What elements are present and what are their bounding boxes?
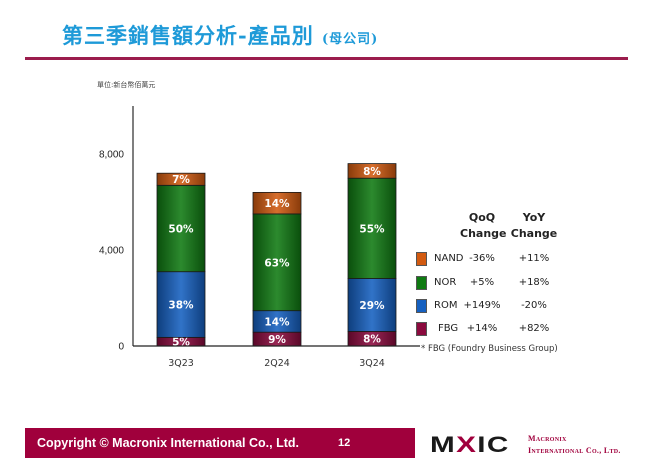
company-line-2: International Co., Ltd. — [528, 446, 621, 455]
nor-swatch — [416, 276, 427, 290]
bar-segment-nand-3q24 — [347, 163, 397, 179]
bars: 5% 38% 50% 7% 9% 14% 63% 14% 8% 29% 55% 8% — [156, 163, 397, 349]
rom-swatch — [416, 299, 427, 313]
segment-label: 29% — [359, 300, 385, 312]
fbg-swatch — [416, 322, 427, 336]
footer-bar: Copyright © Macronix International Co., … — [25, 428, 415, 458]
yoy-value: -20% — [521, 300, 547, 311]
mxic-logo: MXIC — [430, 432, 510, 458]
qoq-header: QoQ Change — [460, 210, 507, 242]
yoy-value: +82% — [518, 323, 550, 334]
qoq-value: -36% — [469, 253, 495, 264]
qoq-value: +149% — [463, 300, 501, 311]
unit-label: 單位:新台幣佰萬元 — [97, 81, 156, 89]
segment-label: 38% — [168, 300, 194, 312]
segment-label: 9% — [268, 334, 286, 346]
y-tick-label: 0 — [118, 342, 124, 353]
company-line-1: Macronix — [528, 434, 567, 443]
x-tick-label: 3Q24 — [359, 358, 385, 369]
y-tick-label: 4,000 — [99, 246, 124, 257]
segment-label: 55% — [359, 223, 385, 235]
segment-label: 5% — [172, 337, 190, 349]
segment-label: 50% — [168, 223, 194, 235]
copyright-text: Copyright © Macronix International Co., … — [37, 436, 299, 450]
title-subtitle: (母公司) — [322, 32, 379, 47]
legend-label: NAND — [434, 253, 464, 264]
yoy-value: +11% — [518, 253, 550, 264]
legend-label: ROM — [434, 300, 458, 311]
logo-ic: IC — [477, 432, 510, 457]
bar-segment-rom-3q23 — [156, 271, 206, 338]
segment-label: 8% — [363, 334, 381, 346]
segment-label: 14% — [264, 198, 290, 210]
y-axis: 0 4,000 8,000 — [99, 106, 134, 353]
yoy-header-line1: YoY — [522, 211, 546, 224]
yoy-header: YoY Change — [510, 210, 558, 242]
segment-label: 8% — [363, 166, 381, 178]
segment-label: 7% — [172, 174, 190, 186]
company-name: Macronix International Co., Ltd. — [528, 433, 621, 457]
title-main: 第三季銷售額分析-產品別 — [62, 23, 314, 48]
y-tick-label: 8,000 — [99, 150, 124, 161]
title-divider — [25, 57, 628, 60]
segment-label: 63% — [264, 257, 290, 269]
bar-segment-nand-2q24 — [252, 191, 302, 215]
logo-m: M — [430, 432, 457, 457]
x-axis: 3Q23 2Q24 3Q24 — [133, 345, 420, 369]
page-title: 第三季銷售額分析-產品別 (母公司) — [62, 20, 378, 50]
qoq-header-line2: Change — [460, 227, 507, 240]
bar-segment-rom-3q24 — [347, 278, 397, 332]
x-tick-label: 2Q24 — [264, 358, 290, 369]
page-number: 12 — [338, 437, 351, 449]
yoy-header-line2: Change — [510, 227, 558, 240]
footnote: * FBG (Foundry Business Group) — [421, 344, 558, 354]
bar-segment-nor-3q24 — [347, 177, 397, 279]
qoq-value: +5% — [469, 277, 495, 288]
logo-x: X — [456, 432, 478, 457]
segment-label: 14% — [264, 316, 290, 328]
legend-label: NOR — [434, 277, 457, 288]
yoy-value: +18% — [518, 277, 550, 288]
legend-label: FBG — [438, 323, 459, 334]
legend-row-rom: ROM +149% -20% — [414, 299, 564, 315]
legend-row-nor: NOR +5% +18% — [414, 276, 564, 292]
x-tick-label: 3Q23 — [168, 358, 194, 369]
nand-swatch — [416, 252, 427, 266]
legend-row-fbg: FBG +14% +82% — [414, 322, 564, 338]
bar-segment-nor-3q23 — [156, 184, 206, 273]
legend-row-nand: NAND -36% +11% — [414, 252, 564, 268]
bar-segment-nor-2q24 — [252, 213, 302, 312]
qoq-header-line1: QoQ — [468, 211, 496, 224]
qoq-value: +14% — [466, 323, 498, 334]
bar-segment-nand-3q23 — [156, 172, 206, 186]
